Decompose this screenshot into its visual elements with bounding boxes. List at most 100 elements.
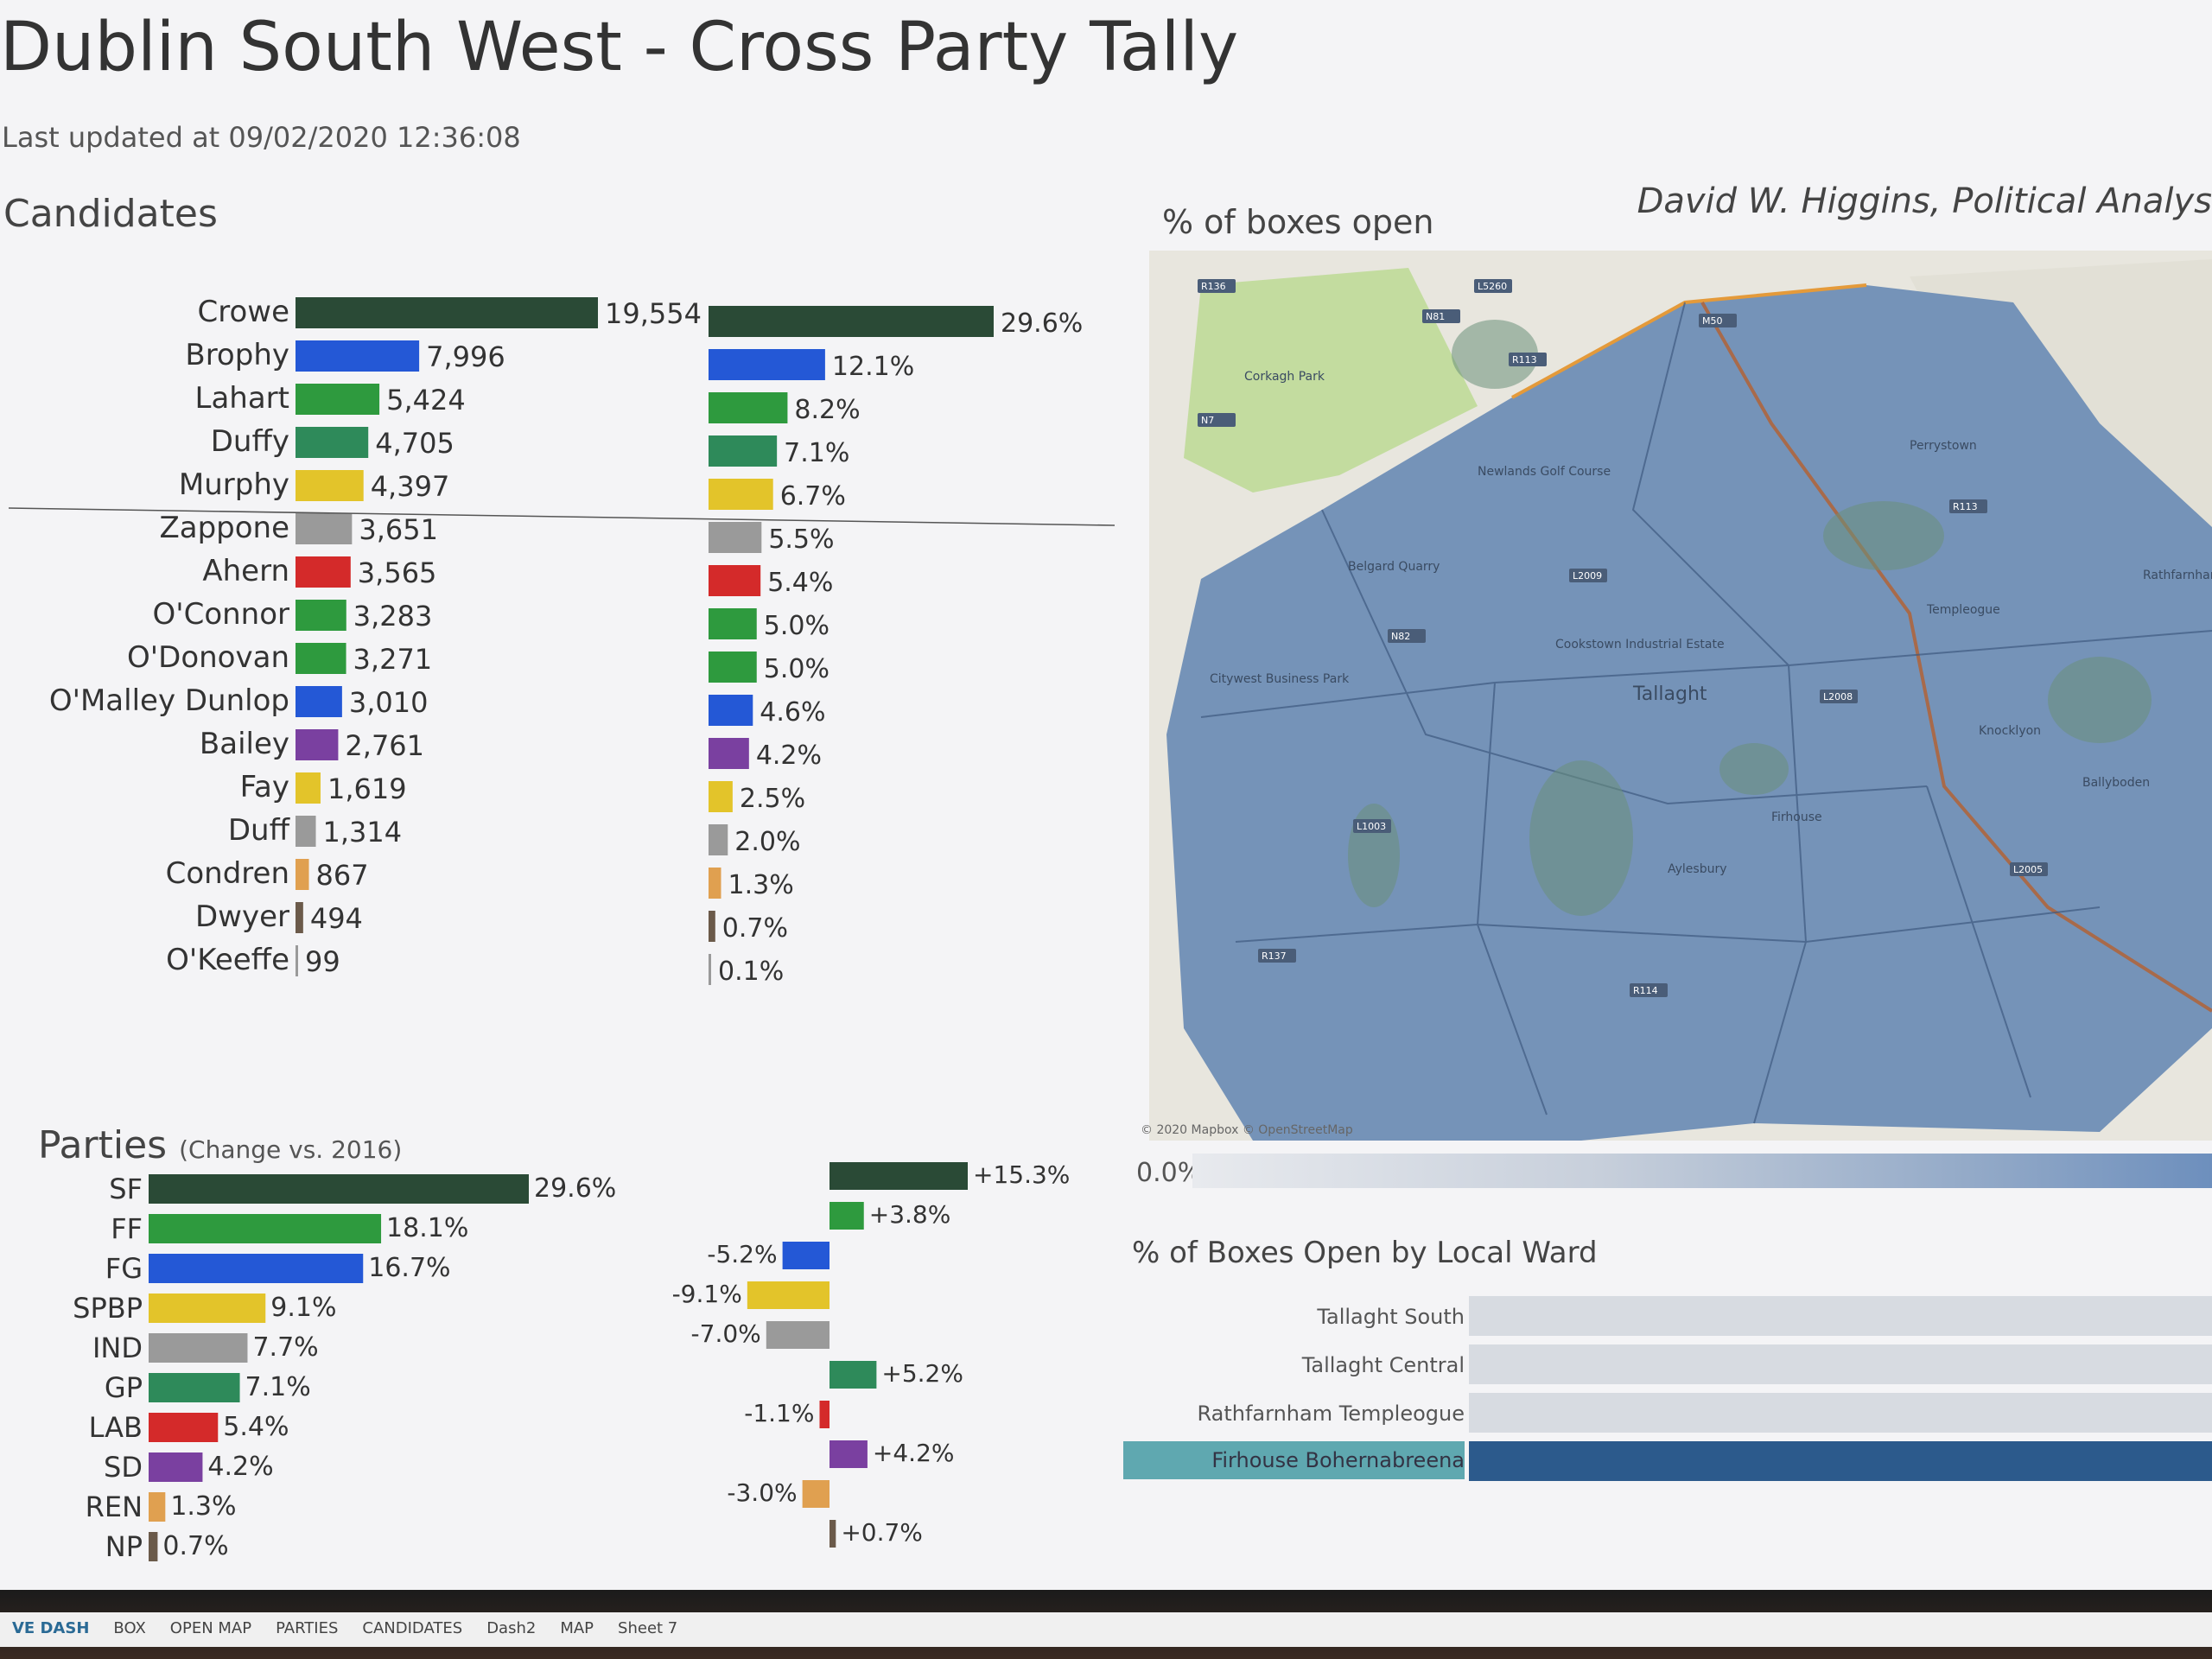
party-share-bar[interactable] bbox=[149, 1214, 382, 1243]
candidate-share-bar[interactable] bbox=[709, 824, 728, 855]
sheet-tab[interactable]: BOX bbox=[113, 1619, 146, 1637]
party-name: SF bbox=[109, 1173, 143, 1205]
candidate-votes-bar[interactable] bbox=[296, 816, 316, 847]
ward-row[interactable]: Rathfarnham Templeogue bbox=[1123, 1393, 2212, 1433]
party-change-bar[interactable] bbox=[830, 1162, 968, 1190]
road-shield-label: N81 bbox=[1426, 311, 1445, 322]
party-change-bar[interactable] bbox=[830, 1520, 836, 1548]
party-name: GP bbox=[105, 1371, 143, 1404]
party-change-bar[interactable] bbox=[830, 1361, 877, 1389]
candidate-share-bar[interactable] bbox=[709, 954, 711, 985]
party-share-bar[interactable] bbox=[149, 1492, 166, 1522]
candidate-votes-bar[interactable] bbox=[296, 297, 598, 328]
candidate-votes-label: 1,314 bbox=[323, 816, 403, 849]
candidate-share-bar[interactable] bbox=[709, 738, 749, 769]
quota-divider bbox=[8, 507, 1116, 526]
candidate-votes-bar[interactable] bbox=[296, 945, 298, 976]
candidate-votes-bar[interactable] bbox=[296, 686, 342, 717]
sheet-tab[interactable]: Dash2 bbox=[486, 1619, 537, 1637]
road-shield-bg bbox=[1949, 499, 1987, 513]
ward-row[interactable]: Tallaght Central bbox=[1123, 1344, 2212, 1384]
candidate-share-bar[interactable] bbox=[709, 479, 773, 510]
road-shield-bg bbox=[1198, 413, 1236, 427]
ward-row[interactable]: Firhouse Bohernabreena bbox=[1123, 1441, 2212, 1481]
party-name: SD bbox=[104, 1451, 143, 1484]
party-change-bar[interactable] bbox=[766, 1321, 830, 1349]
party-change-bar[interactable] bbox=[830, 1202, 864, 1230]
author-credit: David W. Higgins, Political Analys bbox=[1637, 181, 2212, 221]
party-change-bar[interactable] bbox=[819, 1401, 830, 1428]
candidate-name: Lahart bbox=[195, 381, 289, 416]
candidate-votes-label: 4,397 bbox=[371, 470, 450, 503]
ward-row[interactable]: Tallaght South bbox=[1123, 1296, 2212, 1336]
constituency-map[interactable]: Tallaght Corkagh Park Belgard Quarry Citywe… bbox=[1149, 251, 2212, 1141]
candidate-share-bar[interactable] bbox=[709, 349, 825, 380]
candidate-share-bar[interactable] bbox=[709, 911, 715, 942]
candidate-votes-bar[interactable] bbox=[296, 470, 364, 501]
park-area bbox=[1184, 268, 1478, 493]
candidate-share-bar[interactable] bbox=[709, 522, 762, 553]
road-shield: R136 bbox=[1198, 279, 1236, 293]
candidate-votes-bar[interactable] bbox=[296, 600, 346, 631]
candidate-share-bar[interactable] bbox=[709, 652, 757, 683]
party-share-bar[interactable] bbox=[149, 1254, 364, 1283]
candidate-share-bar[interactable] bbox=[709, 435, 778, 467]
candidate-votes-bar[interactable] bbox=[296, 513, 353, 544]
road-shield-bg bbox=[1569, 569, 1607, 582]
candidate-share-label: 8.2% bbox=[794, 395, 860, 425]
candidate-share-bar[interactable] bbox=[709, 608, 757, 639]
candidate-share-bar[interactable] bbox=[709, 868, 721, 899]
party-change-label: -7.0% bbox=[691, 1319, 761, 1348]
candidate-share-bar[interactable] bbox=[709, 565, 761, 596]
candidate-votes-bar[interactable] bbox=[296, 384, 380, 415]
candidates-chart: Crowe 19,554 29.6% Brophy 7,996 12.1% Lahart 5,… bbox=[8, 295, 1116, 987]
sheet-tab[interactable]: PARTIES bbox=[276, 1619, 339, 1637]
candidate-share-label: 4.6% bbox=[760, 697, 825, 728]
party-change-bar[interactable] bbox=[747, 1281, 830, 1309]
party-share-label: 0.7% bbox=[162, 1531, 228, 1561]
party-change-bar[interactable] bbox=[802, 1480, 830, 1508]
candidate-votes-bar[interactable] bbox=[296, 902, 303, 933]
party-share-bar[interactable] bbox=[149, 1413, 219, 1442]
candidate-name: Duff bbox=[228, 813, 291, 848]
road-shield: L1003 bbox=[1353, 819, 1391, 833]
road-shield: R137 bbox=[1258, 949, 1296, 963]
party-share-bar[interactable] bbox=[149, 1452, 203, 1482]
road-shield-label: L1003 bbox=[1357, 821, 1386, 832]
candidate-share-bar[interactable] bbox=[709, 392, 788, 423]
party-share-bar[interactable] bbox=[149, 1532, 158, 1561]
sheet-tab[interactable]: MAP bbox=[560, 1619, 594, 1637]
candidate-name: O'Malley Dunlop bbox=[49, 683, 289, 718]
party-share-bar[interactable] bbox=[149, 1373, 240, 1402]
candidate-share-bar[interactable] bbox=[709, 695, 753, 726]
party-change-bar[interactable] bbox=[830, 1440, 868, 1468]
candidate-name: Brophy bbox=[185, 338, 289, 372]
party-change-bar[interactable] bbox=[782, 1242, 830, 1269]
candidates-title: Candidates bbox=[3, 192, 218, 236]
candidate-votes-label: 1,619 bbox=[327, 772, 407, 805]
candidate-share-bar[interactable] bbox=[709, 306, 994, 337]
candidate-name: O'Donovan bbox=[127, 640, 289, 675]
candidate-votes-bar[interactable] bbox=[296, 427, 369, 458]
party-name: SPBP bbox=[73, 1292, 143, 1325]
road-shield-label: M50 bbox=[1702, 315, 1723, 327]
candidate-votes-bar[interactable] bbox=[296, 340, 420, 372]
party-share-bar[interactable] bbox=[149, 1174, 529, 1204]
road-shield-bg bbox=[1630, 983, 1668, 997]
candidate-votes-bar[interactable] bbox=[296, 772, 321, 804]
sheet-tab[interactable]: CANDIDATES bbox=[362, 1619, 463, 1637]
candidate-votes-bar[interactable] bbox=[296, 643, 346, 674]
road-shield-bg bbox=[1198, 279, 1236, 293]
candidate-votes-bar[interactable] bbox=[296, 556, 351, 588]
sheet-tab[interactable]: OPEN MAP bbox=[169, 1619, 252, 1637]
road-shield: N82 bbox=[1388, 629, 1426, 643]
candidate-share-bar[interactable] bbox=[709, 781, 733, 812]
sheet-tab[interactable]: VE DASH bbox=[12, 1619, 90, 1637]
sheet-tab[interactable]: Sheet 7 bbox=[618, 1619, 678, 1637]
candidate-votes-label: 2,761 bbox=[345, 729, 424, 762]
candidate-votes-bar[interactable] bbox=[296, 729, 339, 760]
party-share-bar[interactable] bbox=[149, 1333, 248, 1363]
parties-title-note: (Change vs. 2016) bbox=[179, 1135, 403, 1164]
candidate-votes-bar[interactable] bbox=[296, 859, 309, 890]
party-share-bar[interactable] bbox=[149, 1294, 266, 1323]
